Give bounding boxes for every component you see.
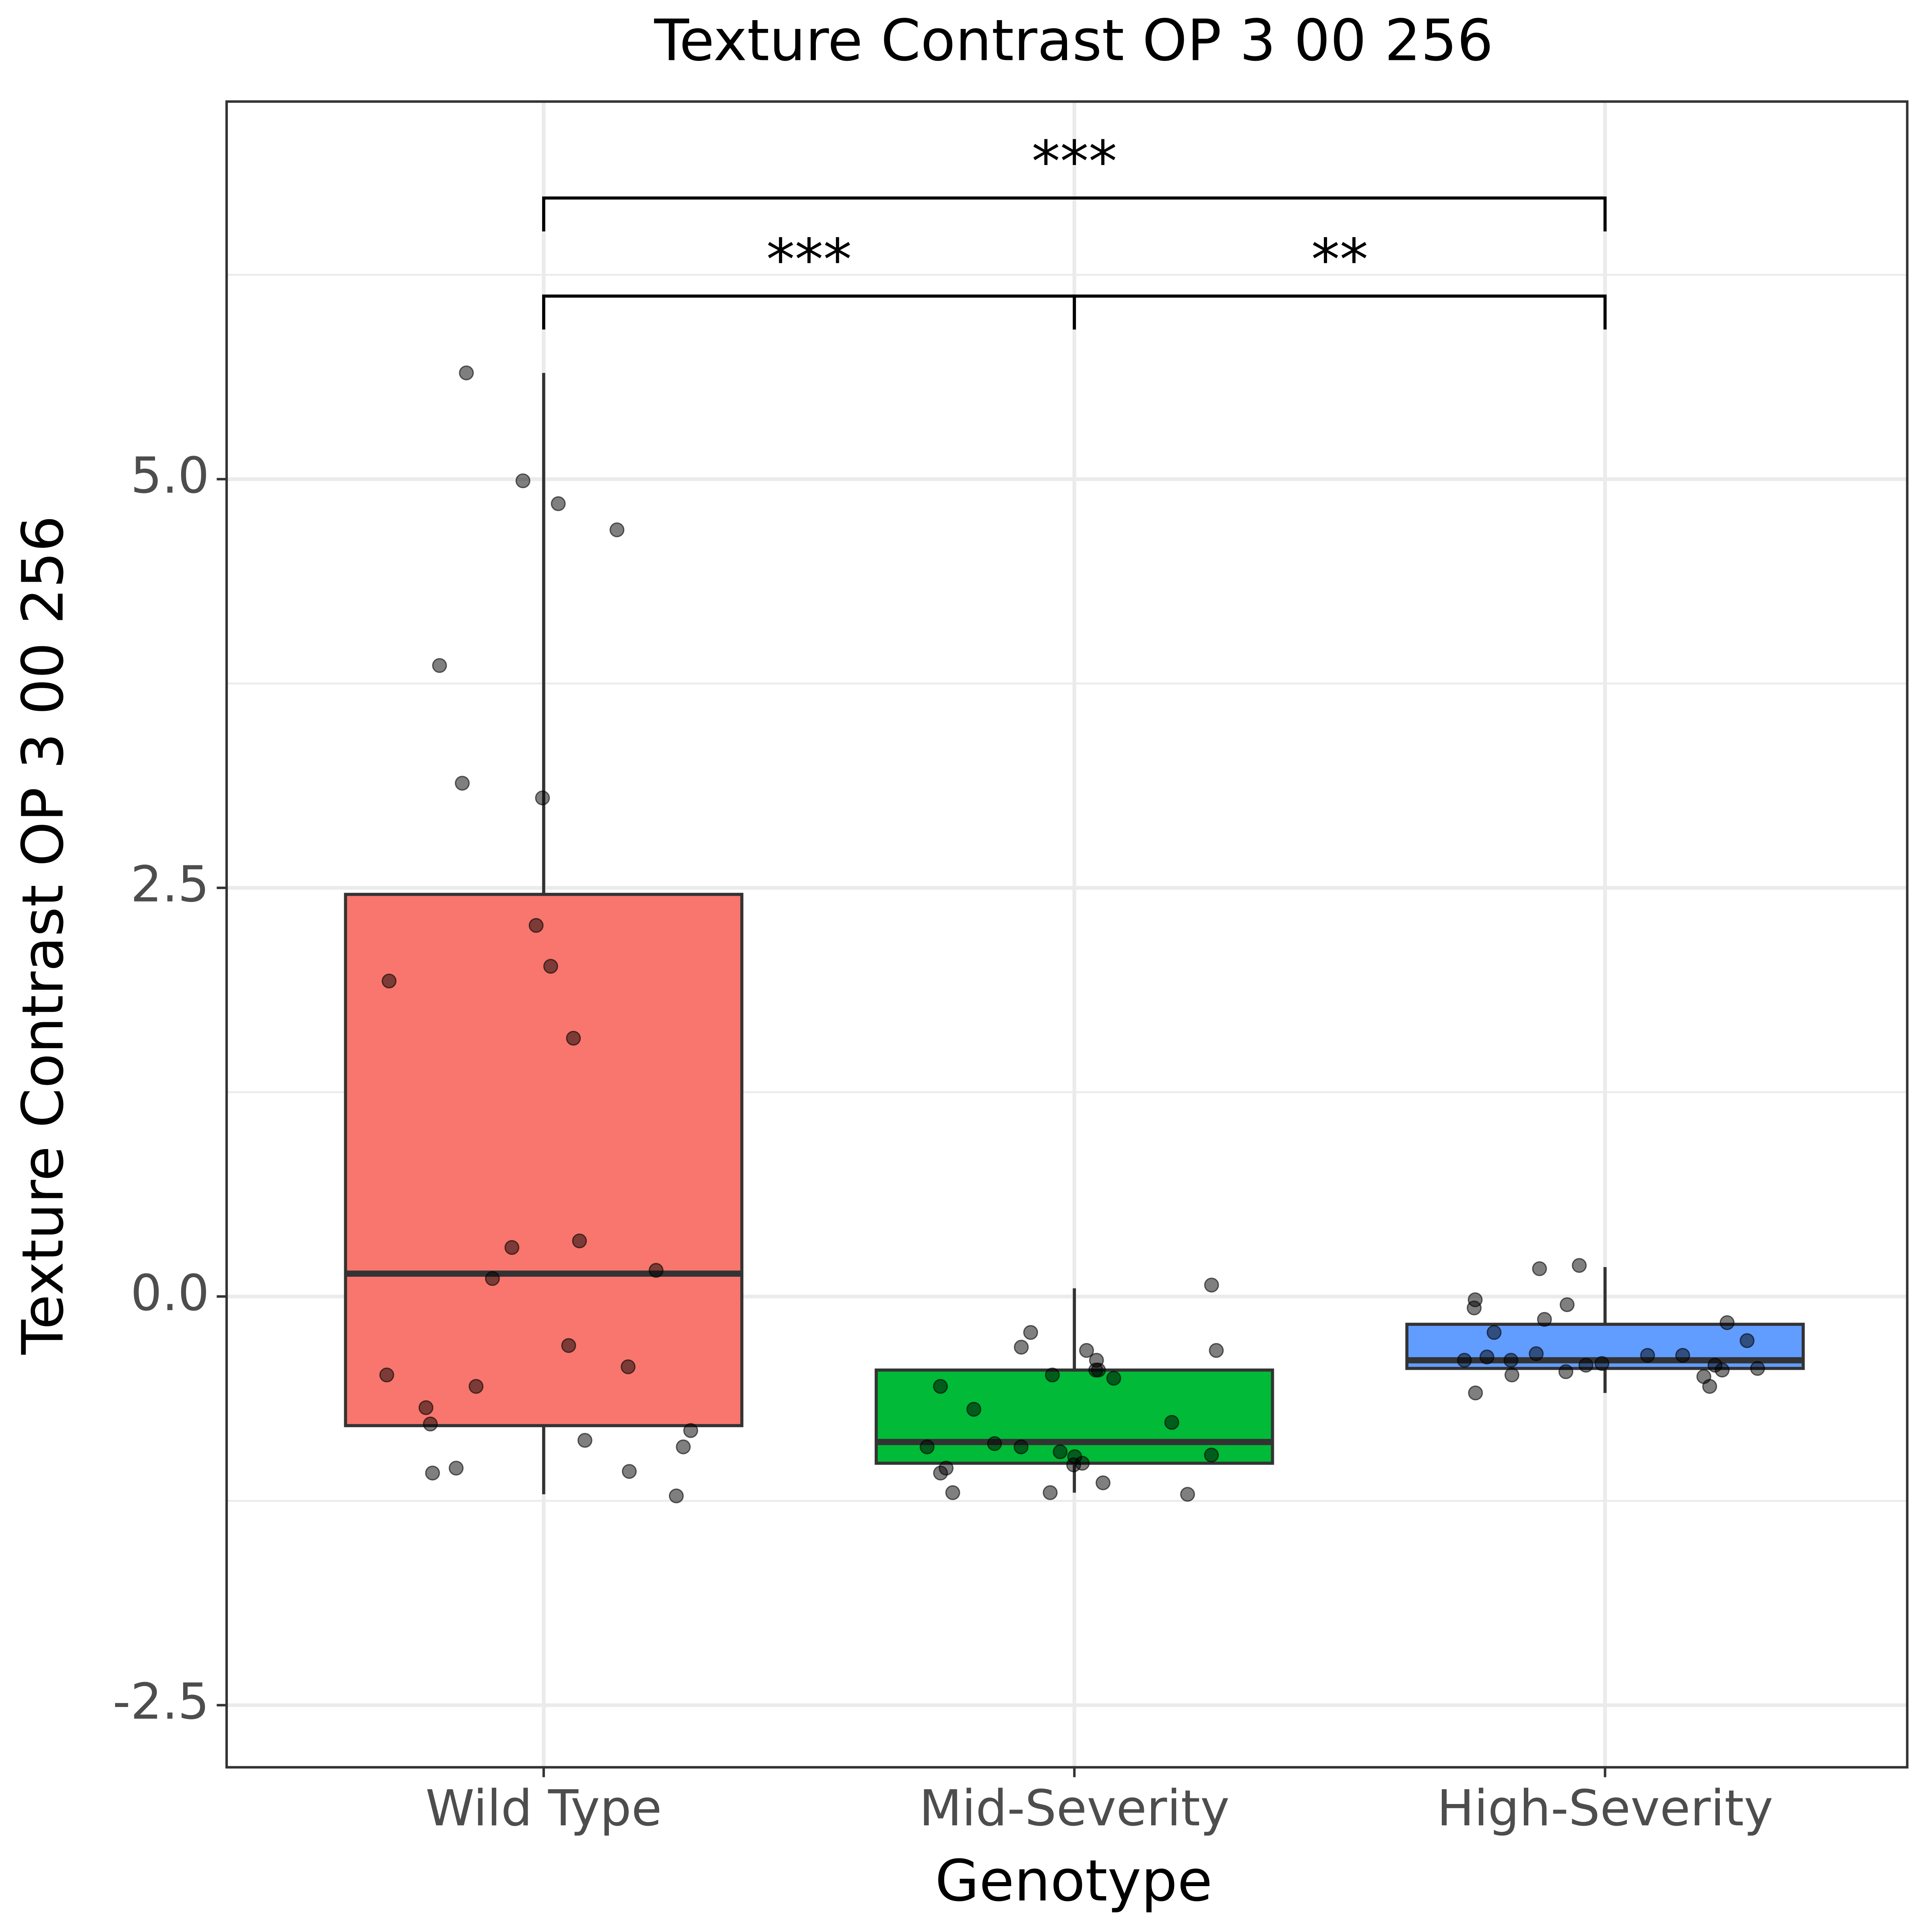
- point: [987, 1436, 1002, 1451]
- point: [1042, 1485, 1058, 1500]
- point: [418, 1400, 433, 1415]
- point: [1457, 1353, 1472, 1368]
- point: [933, 1379, 948, 1394]
- point: [1503, 1353, 1519, 1368]
- significance-label: ***: [1032, 129, 1117, 195]
- point: [1066, 1457, 1081, 1472]
- point: [528, 918, 544, 933]
- y-axis-title: Texture Contrast OP 3 00 256: [10, 516, 76, 1355]
- point: [382, 973, 397, 989]
- point: [1023, 1325, 1038, 1340]
- point: [945, 1485, 960, 1500]
- point: [1053, 1444, 1068, 1459]
- point: [1750, 1361, 1765, 1376]
- x-tick-label: Wild Type: [425, 1780, 662, 1837]
- panel-border: [225, 100, 1909, 1769]
- point: [1640, 1348, 1655, 1363]
- chart-title: Texture Contrast OP 3 00 256: [654, 8, 1493, 74]
- y-tick-label: -2.5: [113, 1673, 209, 1731]
- point: [648, 1263, 664, 1278]
- point: [551, 496, 566, 511]
- point: [379, 1367, 394, 1383]
- point: [1486, 1325, 1502, 1340]
- point: [1558, 1364, 1573, 1379]
- point: [1204, 1447, 1219, 1463]
- y-tick-label: 5.0: [130, 447, 209, 505]
- point: [1532, 1261, 1547, 1276]
- point: [1740, 1333, 1755, 1348]
- point: [1045, 1367, 1060, 1383]
- point: [1106, 1371, 1121, 1386]
- point: [1560, 1297, 1575, 1312]
- point: [676, 1439, 691, 1455]
- significance-bracket: [542, 196, 1607, 231]
- point: [1013, 1439, 1029, 1455]
- significance-bracket: [1073, 294, 1607, 330]
- point: [515, 473, 530, 488]
- point: [1164, 1415, 1179, 1430]
- point: [504, 1240, 520, 1255]
- point: [933, 1466, 948, 1481]
- point: [1468, 1385, 1483, 1401]
- point: [1180, 1487, 1195, 1502]
- point: [423, 1416, 438, 1432]
- point: [1504, 1367, 1519, 1383]
- point: [1091, 1362, 1106, 1378]
- point: [566, 1030, 581, 1046]
- x-axis-title: Genotype: [935, 1848, 1212, 1914]
- point: [1702, 1379, 1717, 1394]
- point: [1079, 1343, 1094, 1358]
- point: [572, 1233, 587, 1249]
- point: [1479, 1349, 1494, 1364]
- point: [1209, 1343, 1224, 1358]
- point: [1715, 1362, 1730, 1378]
- significance-label: **: [1311, 227, 1368, 293]
- point: [683, 1423, 698, 1438]
- point: [448, 1461, 464, 1476]
- x-tick-label: High-Severity: [1437, 1780, 1773, 1837]
- x-tick-label: Mid-Severity: [919, 1780, 1230, 1837]
- point: [1095, 1475, 1110, 1490]
- point: [543, 959, 558, 974]
- point: [1529, 1346, 1544, 1361]
- point: [621, 1464, 637, 1479]
- point: [535, 790, 550, 805]
- y-tick-label: 2.5: [130, 856, 209, 913]
- point: [432, 658, 447, 673]
- point: [485, 1271, 500, 1286]
- point: [1578, 1358, 1593, 1373]
- point: [1675, 1348, 1690, 1363]
- point: [919, 1439, 935, 1455]
- point: [621, 1359, 636, 1375]
- point: [577, 1433, 592, 1448]
- box: [344, 893, 743, 1427]
- point: [561, 1338, 576, 1353]
- significance-label: ***: [766, 227, 852, 293]
- point: [669, 1488, 684, 1504]
- point: [1719, 1315, 1735, 1330]
- point: [966, 1402, 981, 1417]
- point: [1013, 1340, 1029, 1355]
- point: [459, 365, 474, 380]
- point: [469, 1379, 484, 1394]
- point: [1572, 1258, 1587, 1273]
- point: [1204, 1278, 1219, 1293]
- point: [1594, 1356, 1610, 1371]
- point: [455, 776, 470, 791]
- y-tick-label: 0.0: [130, 1265, 209, 1322]
- point: [1537, 1312, 1552, 1327]
- point: [609, 522, 625, 537]
- point: [425, 1466, 440, 1481]
- point: [1467, 1300, 1482, 1316]
